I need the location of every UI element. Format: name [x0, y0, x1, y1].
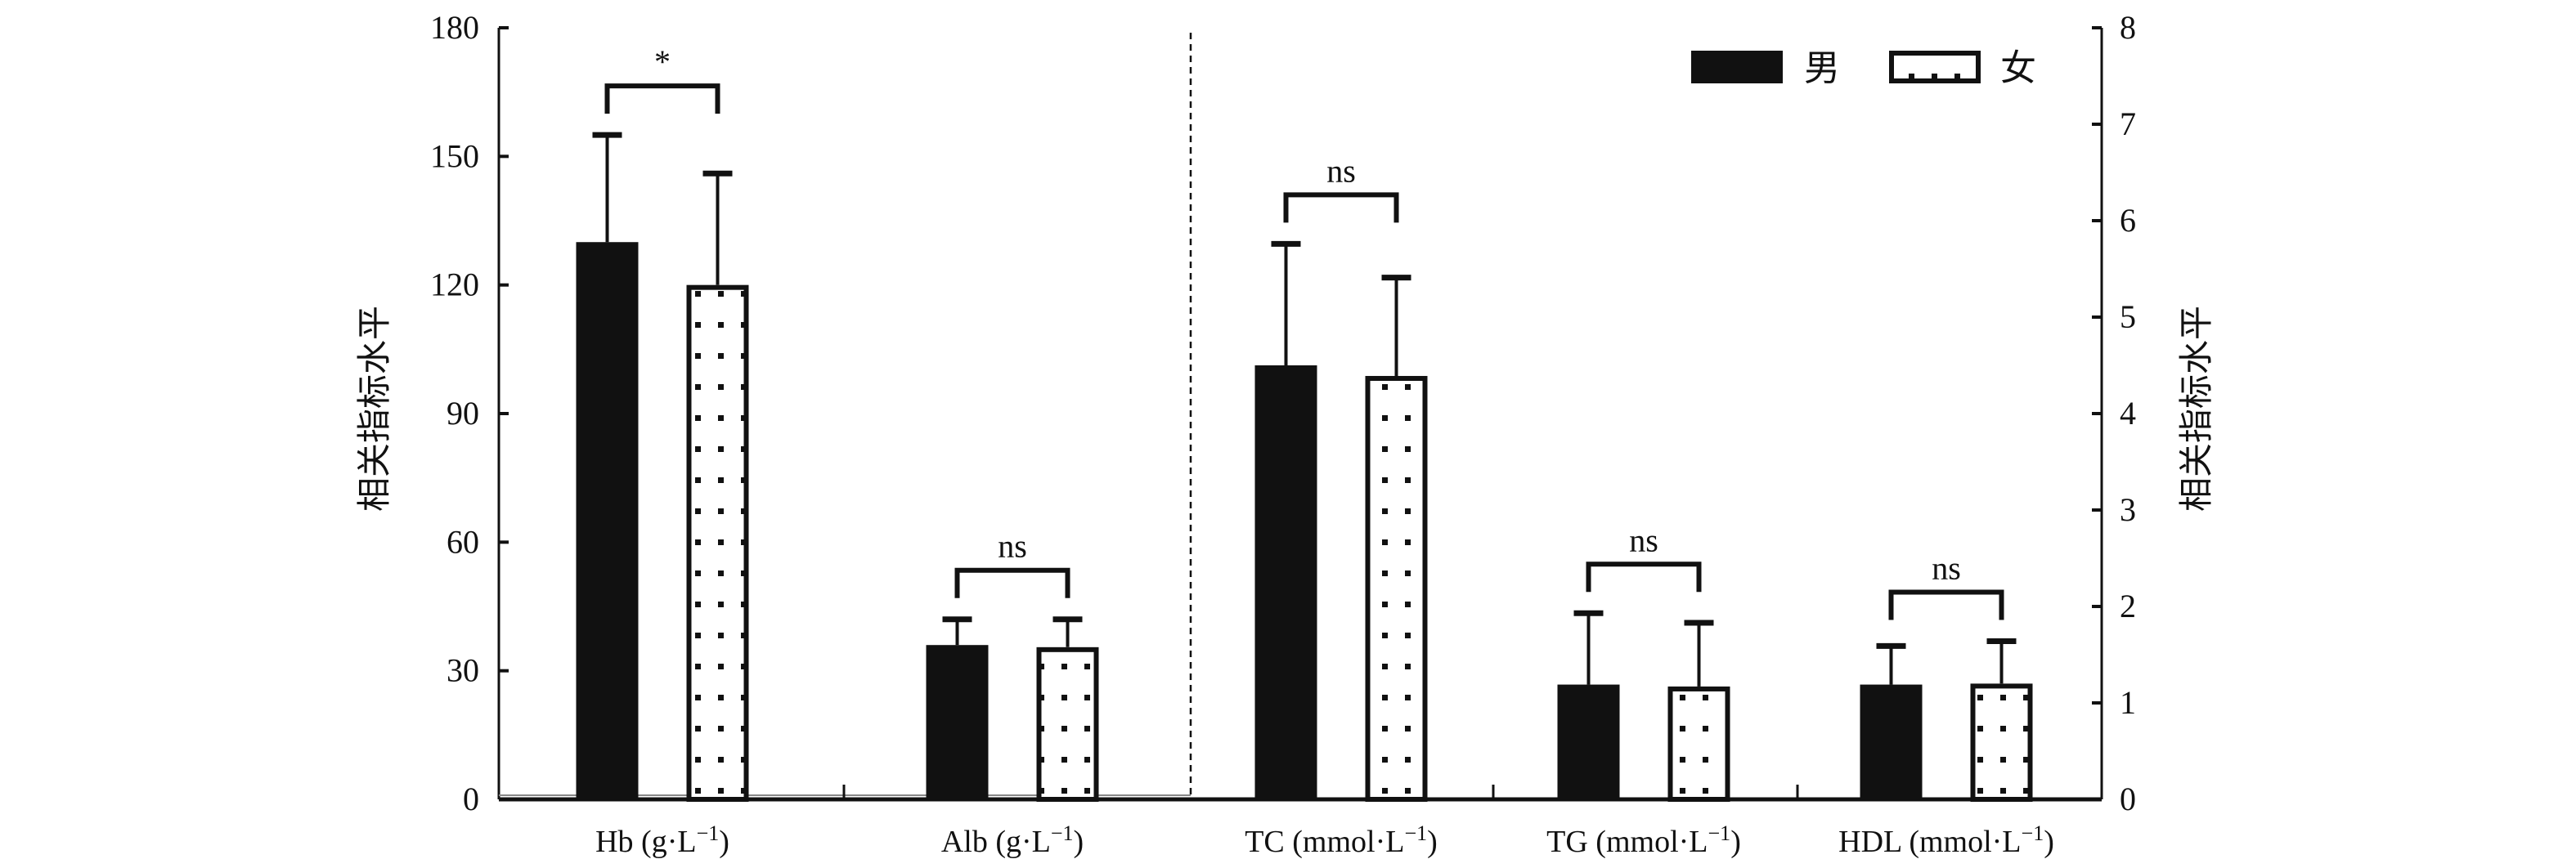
bars: * ns ns ns ns	[576, 43, 2033, 803]
x-category-label-sup: −1	[1708, 821, 1731, 845]
left-y-axis-title: 相关指标水平	[357, 306, 394, 512]
x-category-label-sup: −1	[697, 821, 720, 845]
legend-label-male: 男	[1804, 48, 1840, 88]
x-category-label-text: TC (mmol·L	[1245, 825, 1404, 859]
left-y-tick-label: 90	[447, 395, 479, 432]
x-category-label-text: Hb (g·L	[595, 825, 696, 859]
bar-女-4	[1970, 683, 2033, 803]
significance-label: ns	[1629, 521, 1658, 558]
bar-男-2	[1254, 365, 1317, 799]
x-category-label-close: )	[2044, 825, 2054, 859]
axes: 0 30 60 90 120 150 180 0 1 2 3 4 5 6 7 8 相关指标水平 相关指标水平	[357, 9, 2216, 817]
legend-swatch-female	[1889, 51, 1981, 83]
significance-label: *	[654, 43, 671, 80]
bar-女-1	[1036, 647, 1099, 802]
right-y-tick-label: 3	[2120, 491, 2136, 528]
labels: Hb (g·L−1) Alb (g·L−1) TC (mmol·L−1) TG (mm…	[595, 821, 2054, 859]
significance-bracket	[604, 83, 720, 114]
x-category-label-sup: −1	[2022, 821, 2044, 845]
x-category-label-sup: −1	[1404, 821, 1427, 845]
x-category-label: TC (mmol·L−1)	[1245, 821, 1438, 859]
bar-男-1	[926, 645, 989, 799]
x-category-label-text: TG (mmol·L	[1546, 825, 1708, 859]
x-category-label: Hb (g·L−1)	[595, 821, 729, 859]
x-category-label-close: )	[1074, 825, 1084, 859]
legend: 男女	[1691, 48, 2036, 88]
x-category-label: TG (mmol·L−1)	[1546, 821, 1741, 859]
significance-label: ns	[1326, 152, 1356, 189]
legend-label-female: 女	[2000, 48, 2036, 88]
bar-女-2	[1365, 375, 1428, 803]
x-category-label-text: Alb (g·L	[941, 825, 1051, 859]
x-category-label: Alb (g·L−1)	[941, 821, 1084, 859]
left-y-tick-label: 60	[447, 523, 479, 560]
right-y-tick-label: 0	[2120, 781, 2136, 817]
significance-label: ns	[1932, 549, 1961, 586]
x-category-label-close: )	[1427, 825, 1438, 859]
x-category-label-sup: −1	[1051, 821, 1074, 845]
x-category-label-text: HDL (mmol·L	[1838, 825, 2021, 859]
significance-bracket	[1586, 562, 1702, 593]
left-y-tick-label: 0	[463, 781, 479, 817]
bar-女-3	[1667, 686, 1730, 802]
left-y-tick-label: 120	[430, 266, 479, 303]
significance-label: ns	[998, 528, 1027, 565]
x-category-label-close: )	[1730, 825, 1741, 859]
left-y-tick-label: 180	[430, 9, 479, 46]
bar-男-0	[576, 242, 639, 799]
right-y-tick-label: 1	[2120, 684, 2136, 721]
significance-bracket	[954, 567, 1070, 598]
right-y-tick-label: 4	[2120, 395, 2136, 432]
right-y-tick-label: 2	[2120, 588, 2136, 624]
significance-bracket	[1888, 589, 2004, 620]
left-y-tick-label: 150	[430, 137, 479, 174]
right-y-tick-label: 6	[2120, 202, 2136, 239]
legend-swatch-male	[1691, 51, 1783, 83]
significance-bracket	[1283, 192, 1399, 223]
x-category-label: HDL (mmol·L−1)	[1838, 821, 2054, 859]
bar-女-0	[686, 284, 749, 802]
left-y-tick-label: 30	[447, 652, 479, 689]
bar-男-4	[1860, 684, 1923, 799]
right-y-tick-label: 8	[2120, 9, 2136, 46]
right-y-tick-label: 7	[2120, 105, 2136, 142]
right-y-tick-label: 5	[2120, 298, 2136, 335]
right-y-axis-title: 相关指标水平	[2179, 306, 2216, 512]
bar-男-3	[1557, 684, 1620, 799]
x-category-label-close: )	[719, 825, 729, 859]
